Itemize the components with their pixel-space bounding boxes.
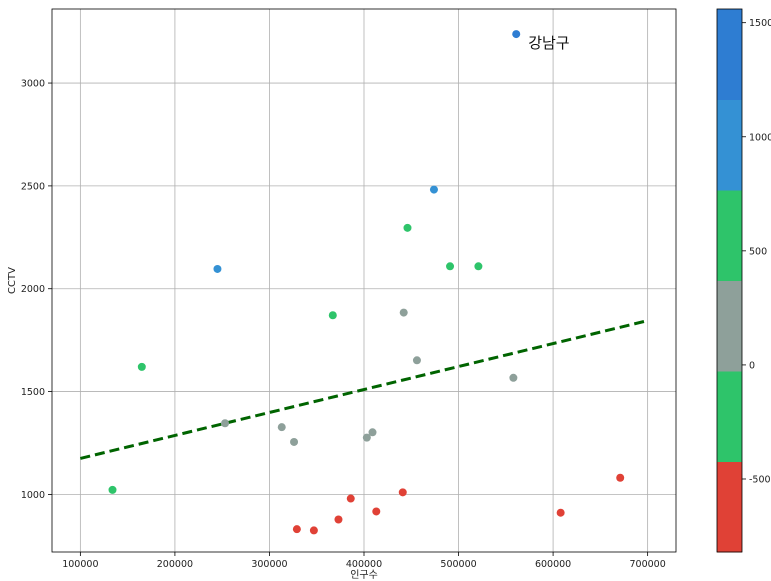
scatter-point[interactable] [334, 515, 343, 524]
colorbar-band [717, 190, 742, 281]
x-tick-label: 500000 [440, 559, 476, 570]
scatter-point[interactable] [362, 433, 371, 442]
scatter-point[interactable] [137, 362, 146, 371]
scatter-point[interactable] [616, 473, 625, 482]
scatter-point[interactable] [346, 494, 355, 503]
colorbar-tick-label: 1500 [749, 18, 771, 29]
colorbar-band [717, 280, 742, 372]
scatter-point[interactable] [429, 185, 438, 194]
y-tick-label: 1000 [21, 490, 45, 501]
colorbar-band [717, 9, 742, 100]
scatter-point[interactable] [221, 419, 230, 428]
scatter-point[interactable] [509, 373, 518, 382]
colorbar-tick-label: 500 [749, 246, 767, 257]
y-tick-label: 2500 [21, 181, 45, 192]
y-tick-label: 1500 [21, 387, 45, 398]
colorbar-tick-label: 1000 [749, 132, 771, 143]
colorbar-tick-label: 0 [749, 360, 755, 371]
x-axis-title: 인구수 [350, 569, 378, 581]
scatter-point[interactable] [213, 264, 222, 273]
scatter-point[interactable] [399, 308, 408, 317]
plot-area: 100000 200000 300000 400000 500000 600000 7000… [7, 8, 677, 581]
scatter-point[interactable] [309, 526, 318, 535]
scatter-point[interactable] [412, 356, 421, 365]
y-tick-label: 3000 [21, 79, 45, 90]
y-axis-title: CCTV [7, 267, 18, 294]
x-tick-label: 400000 [346, 559, 382, 570]
colorbar: -500 0 500 1000 1500 [716, 8, 771, 553]
scatter-point[interactable] [474, 262, 483, 271]
x-tick-label: 300000 [251, 559, 287, 570]
scatter-point[interactable] [328, 311, 337, 320]
scatter-point[interactable] [277, 423, 286, 432]
scatter-point[interactable] [403, 223, 412, 232]
x-tick-label: 700000 [630, 559, 666, 570]
scatter-point[interactable] [372, 507, 381, 516]
x-tick-label: 600000 [535, 559, 571, 570]
colorbar-tick-label: -500 [749, 474, 771, 485]
y-tick-label: 2000 [21, 284, 45, 295]
scatter-point[interactable] [290, 437, 299, 446]
x-tick-label: 100000 [62, 559, 98, 570]
trend-line [80, 319, 648, 460]
colorbar-frame [716, 8, 743, 553]
scatter-point[interactable] [556, 508, 565, 517]
colorbar-band [717, 461, 742, 553]
colorbar-band [717, 371, 742, 462]
scatter-point[interactable] [292, 525, 301, 534]
scatter-point[interactable] [108, 485, 117, 494]
colorbar-band [717, 99, 742, 191]
scatter-point[interactable] [368, 428, 377, 437]
scatter-point[interactable] [398, 488, 407, 497]
scatter-point[interactable] [446, 262, 455, 271]
x-tick-label: 200000 [157, 559, 193, 570]
annotation-label: 강남구 [528, 34, 569, 52]
scatter-point[interactable] [512, 30, 521, 39]
